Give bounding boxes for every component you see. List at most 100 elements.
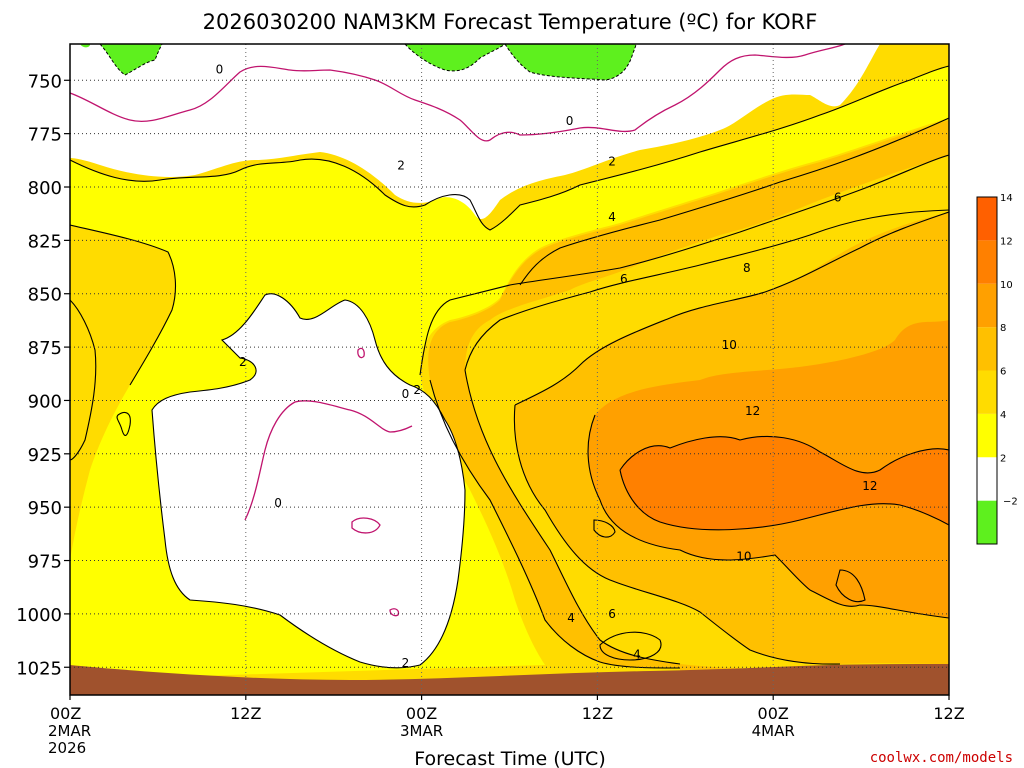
y-tick-label: 825 <box>28 231 62 252</box>
x-tick-year: 2026 <box>48 739 86 757</box>
y-tick-label: 950 <box>28 498 62 519</box>
contour-10-lower <box>587 414 949 619</box>
zero-contour-small-3 <box>389 608 400 617</box>
colorbar-label: 6 <box>1000 367 1006 378</box>
contour-small-2 <box>593 519 616 538</box>
contour-label-3: 2 <box>608 154 616 168</box>
y-tick-label: 925 <box>28 445 62 466</box>
contour-8-lower <box>513 404 841 665</box>
contour-label-15: 10 <box>736 549 751 563</box>
contour-small-1 <box>116 411 131 436</box>
contour-small-4 <box>599 631 662 661</box>
colorbar-label: 4 <box>1000 410 1006 421</box>
contour-label-17: 6 <box>608 607 616 621</box>
zero-contour-small-1 <box>357 347 365 359</box>
lt-m2-contour-b <box>404 44 506 72</box>
y-tick-label: 875 <box>28 338 62 359</box>
contour-label-11: 2 <box>239 355 247 369</box>
watermark: coolwx.com/models <box>870 750 1013 766</box>
field-0-2-top <box>70 44 880 220</box>
contour-10 <box>514 211 949 406</box>
contour-6 <box>419 154 949 376</box>
colorbar-swatch-4 <box>977 327 997 371</box>
field-left-4-6 <box>70 222 175 520</box>
x-tick-date: 4MAR <box>752 722 795 740</box>
chart-title: 2026030200 NAM3KM Forecast Temperature (… <box>203 10 818 34</box>
contour-label-12: 0 <box>274 496 282 510</box>
lt-m2-contour-a <box>99 44 163 76</box>
x-tick-date: 2MAR <box>48 722 91 740</box>
contour-label-19: 2 <box>402 656 410 670</box>
colorbar-swatch-7 <box>977 197 997 241</box>
lt-m2-contours <box>99 44 637 81</box>
zero-contour-top <box>70 44 846 142</box>
colorbar-swatch-3 <box>977 370 997 414</box>
field-lt-m2-c <box>505 44 636 80</box>
contour-label-6: 6 <box>834 191 842 205</box>
field-lt-m2-b <box>405 44 505 71</box>
colorbar-label: 12 <box>1000 236 1013 247</box>
colorbar-swatch-6 <box>977 240 997 284</box>
contour-label-1: 0 <box>566 114 574 128</box>
x-tick-label: 00Z <box>758 704 789 723</box>
contour-4-left <box>70 299 97 461</box>
x-tick-label: 12Z <box>582 704 613 723</box>
x-tick-date: 3MAR <box>400 722 443 740</box>
contour-4-lower <box>429 379 681 669</box>
contour-label-16: 4 <box>567 611 575 625</box>
contour-label-13: 0 <box>402 387 410 401</box>
y-tick-label: 850 <box>28 285 62 306</box>
colorbar-frame <box>976 196 998 545</box>
y-tick-label: 1025 <box>16 658 62 679</box>
plot-area <box>70 44 949 695</box>
colorbar-swatch-5 <box>977 283 997 328</box>
contour-label-0: 0 <box>216 63 224 77</box>
contour-label-4: 4 <box>608 210 616 224</box>
colorbar-swatch-1 <box>977 457 997 501</box>
field-lt-m2-a <box>100 44 162 75</box>
colorbar-swatch-2 <box>977 413 997 458</box>
colorbar-label: −2 <box>1003 497 1018 508</box>
x-tick-label: 12Z <box>230 704 261 723</box>
contour-12 <box>619 435 949 474</box>
y-tick-label: 800 <box>28 178 62 199</box>
x-axis-label: Forecast Time (UTC) <box>414 748 605 768</box>
contour-small-3 <box>835 569 866 603</box>
colorbar: −2 2 4 6 8 10 12 14 <box>976 193 1018 545</box>
contour-label-14: 2 <box>413 383 421 397</box>
grid <box>70 44 949 695</box>
x-tick-label: 00Z <box>50 704 81 723</box>
contour-12-lower <box>619 469 949 531</box>
colorbar-label: 14 <box>1000 193 1013 204</box>
y-tick-label: 1000 <box>16 605 62 626</box>
y-tick-label: 750 <box>28 71 62 92</box>
contour-label-2: 2 <box>397 159 405 173</box>
zero-contours <box>70 44 846 617</box>
contour-2-top <box>70 65 949 231</box>
contour-8 <box>464 209 949 371</box>
y-tick-label: 775 <box>28 125 62 146</box>
contour-label-18: 4 <box>633 647 641 661</box>
plot-frame <box>69 43 950 696</box>
zero-contour-small-2 <box>351 517 381 534</box>
y-tick-label: 900 <box>28 391 62 412</box>
zero-contour-center <box>244 400 413 521</box>
contour-label-7: 8 <box>743 261 751 275</box>
y-axis: 750 775 800 825 850 875 900 925 950 975 1000 1025 <box>16 71 70 679</box>
field-lt-m2-d <box>80 44 90 48</box>
x-tick-label: 00Z <box>406 704 437 723</box>
x-tick-label: 12Z <box>933 704 964 723</box>
contour-label-8: 10 <box>722 338 737 352</box>
contour-6-lower <box>464 369 681 665</box>
y-tick-label: 975 <box>28 552 62 573</box>
contour-2-center <box>151 293 466 669</box>
field-0-2-center <box>152 293 465 668</box>
ground <box>70 664 949 695</box>
contour-4-top <box>70 117 949 386</box>
contour-label-5: 6 <box>620 272 628 286</box>
colorbar-label: 2 <box>1000 453 1006 464</box>
colorbar-swatch-0 <box>977 500 997 544</box>
contour-label-10: 12 <box>862 479 877 493</box>
